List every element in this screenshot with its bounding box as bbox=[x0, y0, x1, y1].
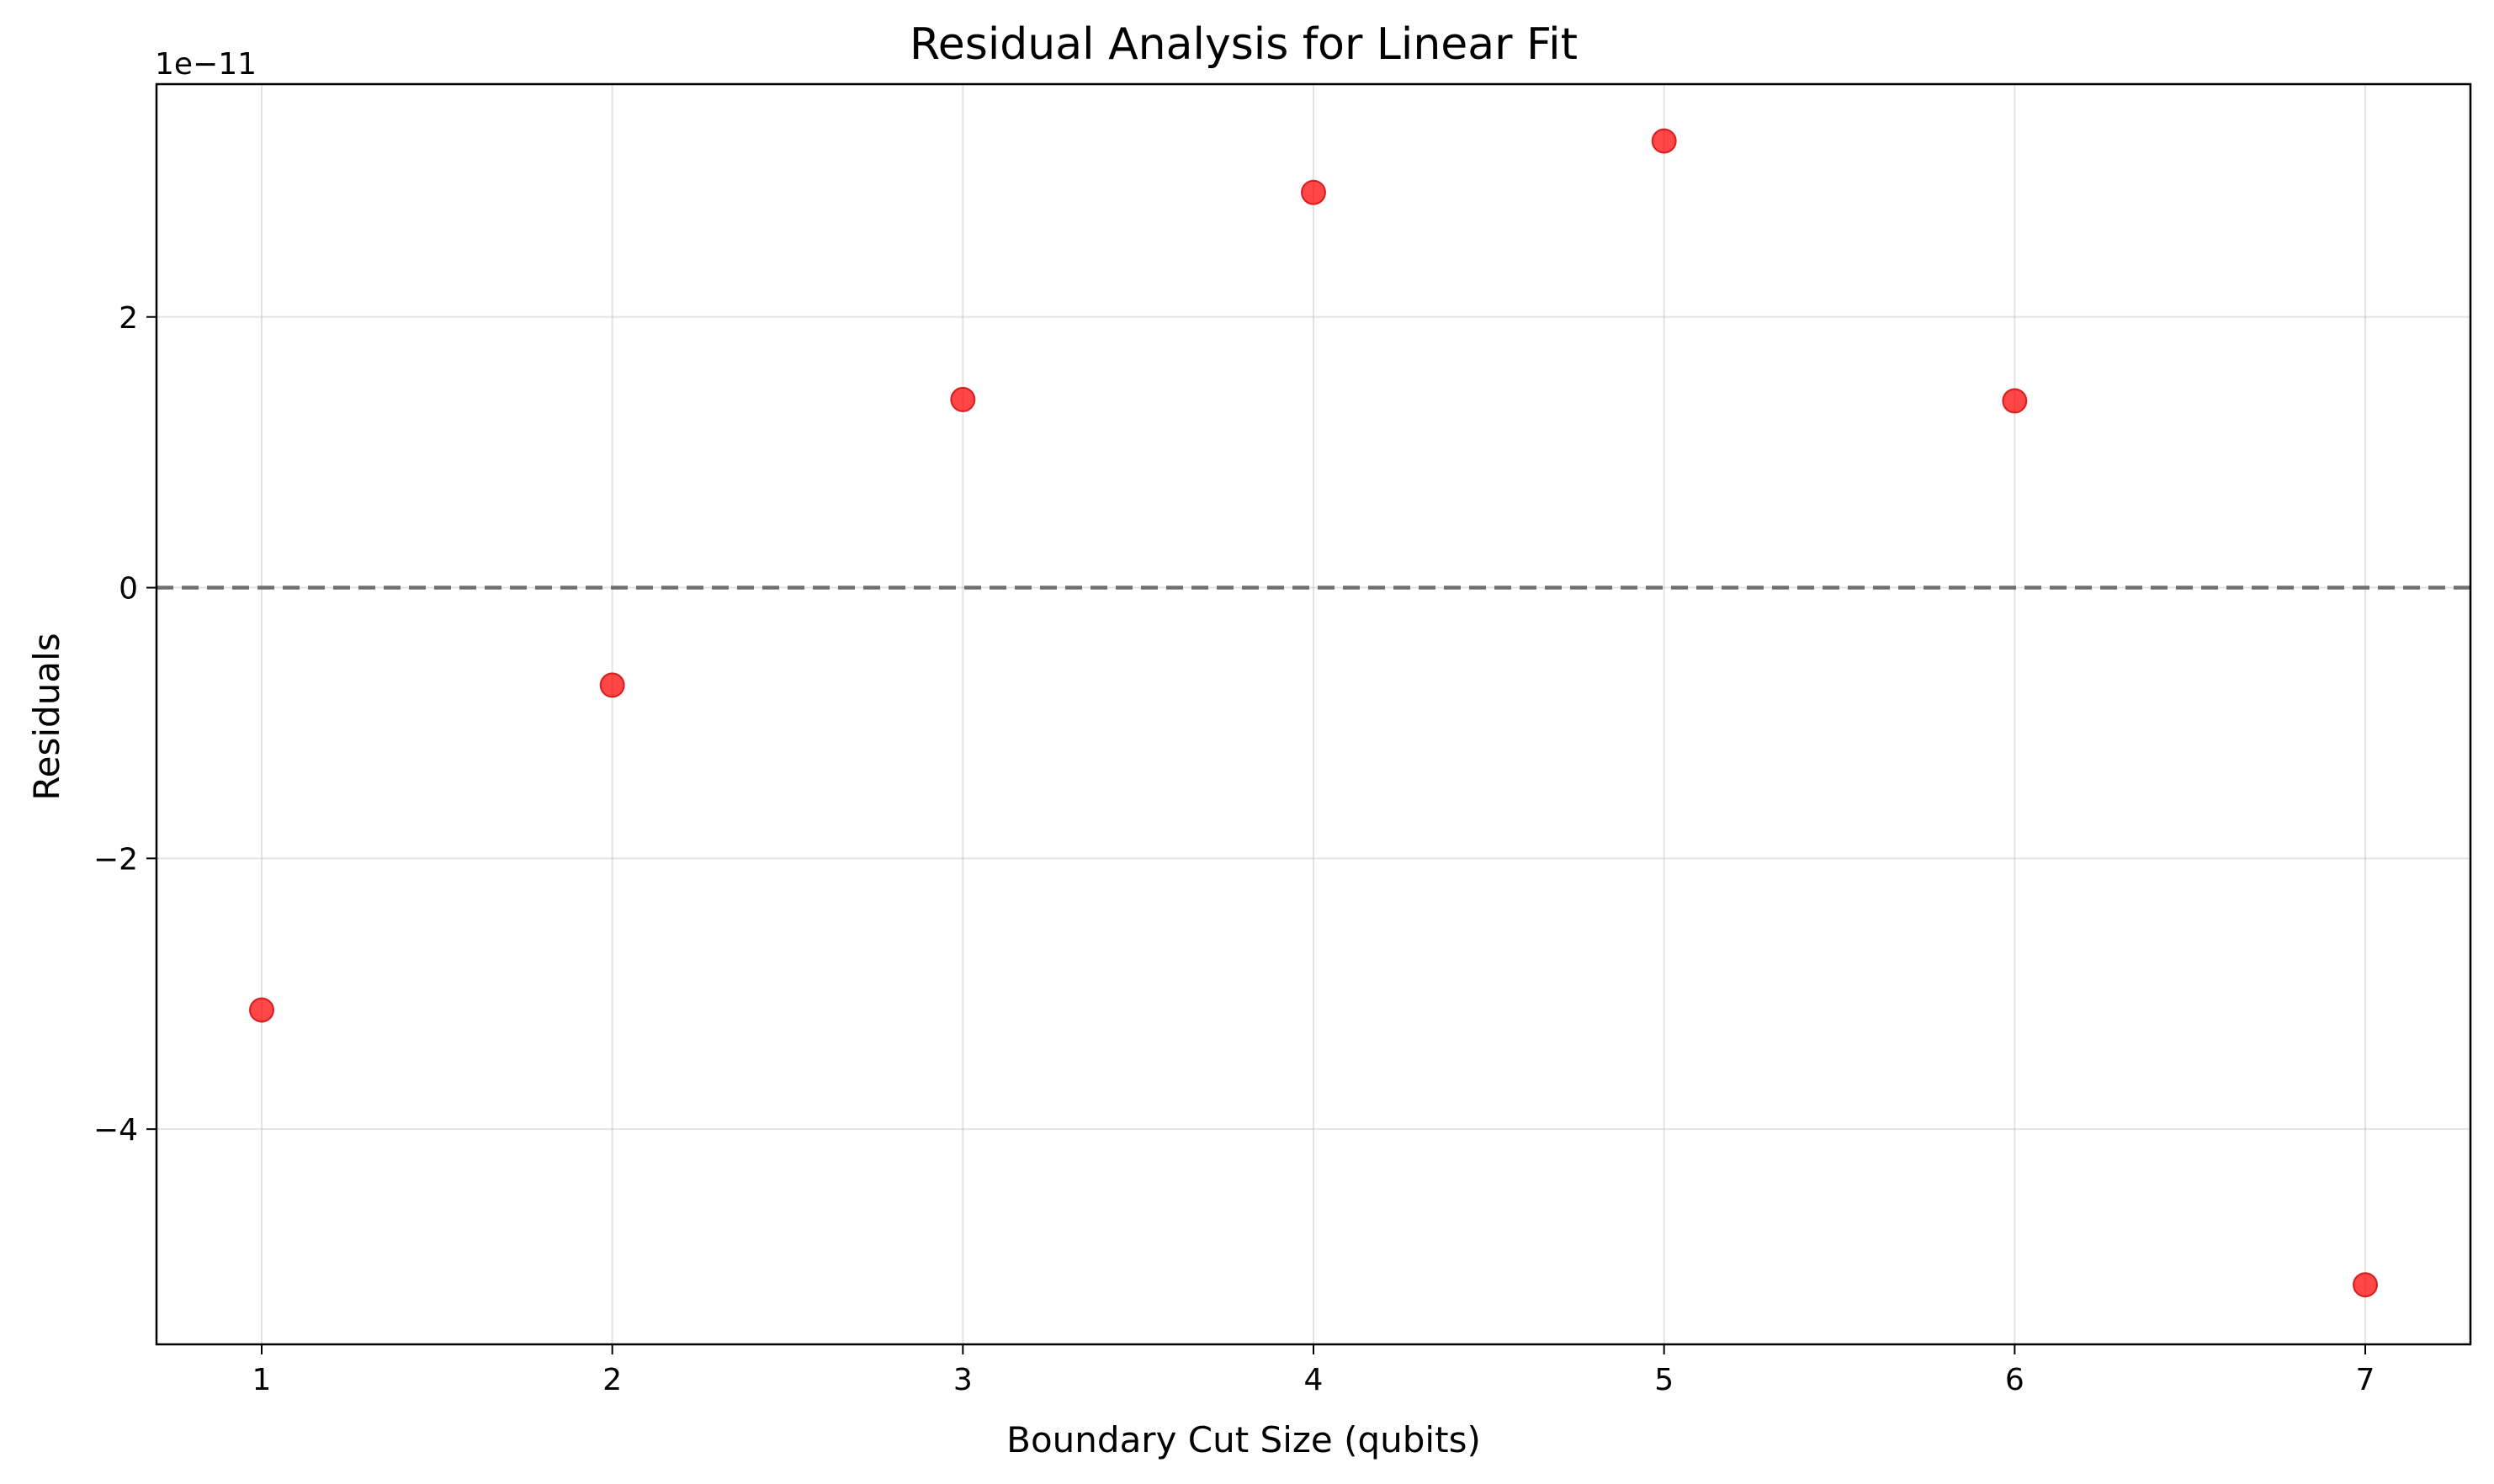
x-tick-label: 1 bbox=[252, 1363, 272, 1397]
y-axis-ticks: −4 −2 0 2 bbox=[93, 301, 157, 1147]
y-axis-label: Residuals bbox=[26, 633, 67, 800]
data-point bbox=[2002, 388, 2028, 414]
x-axis-ticks: 1 2 3 4 5 6 7 bbox=[252, 1344, 2375, 1397]
data-point bbox=[1651, 128, 1677, 154]
data-points bbox=[249, 128, 2378, 1298]
x-tick-label: 5 bbox=[1654, 1363, 1674, 1397]
x-tick-label: 6 bbox=[2005, 1363, 2024, 1397]
y-tick-label: 2 bbox=[119, 301, 138, 336]
x-tick-label: 2 bbox=[602, 1363, 622, 1397]
y-tick-label: −4 bbox=[93, 1113, 138, 1147]
data-point bbox=[2353, 1272, 2378, 1298]
y-axis-offset-label: 1e−11 bbox=[155, 47, 257, 82]
data-point bbox=[599, 672, 625, 698]
x-tick-label: 4 bbox=[1304, 1363, 1324, 1397]
data-point bbox=[950, 386, 976, 412]
y-tick-label: 0 bbox=[119, 572, 138, 607]
x-axis-label: Boundary Cut Size (qubits) bbox=[1006, 1419, 1481, 1460]
x-tick-label: 3 bbox=[953, 1363, 973, 1397]
data-point bbox=[1301, 179, 1326, 205]
chart-title: Residual Analysis for Linear Fit bbox=[910, 19, 1578, 70]
data-point bbox=[249, 997, 274, 1023]
y-tick-label: −2 bbox=[93, 842, 138, 877]
x-tick-label: 7 bbox=[2356, 1363, 2375, 1397]
